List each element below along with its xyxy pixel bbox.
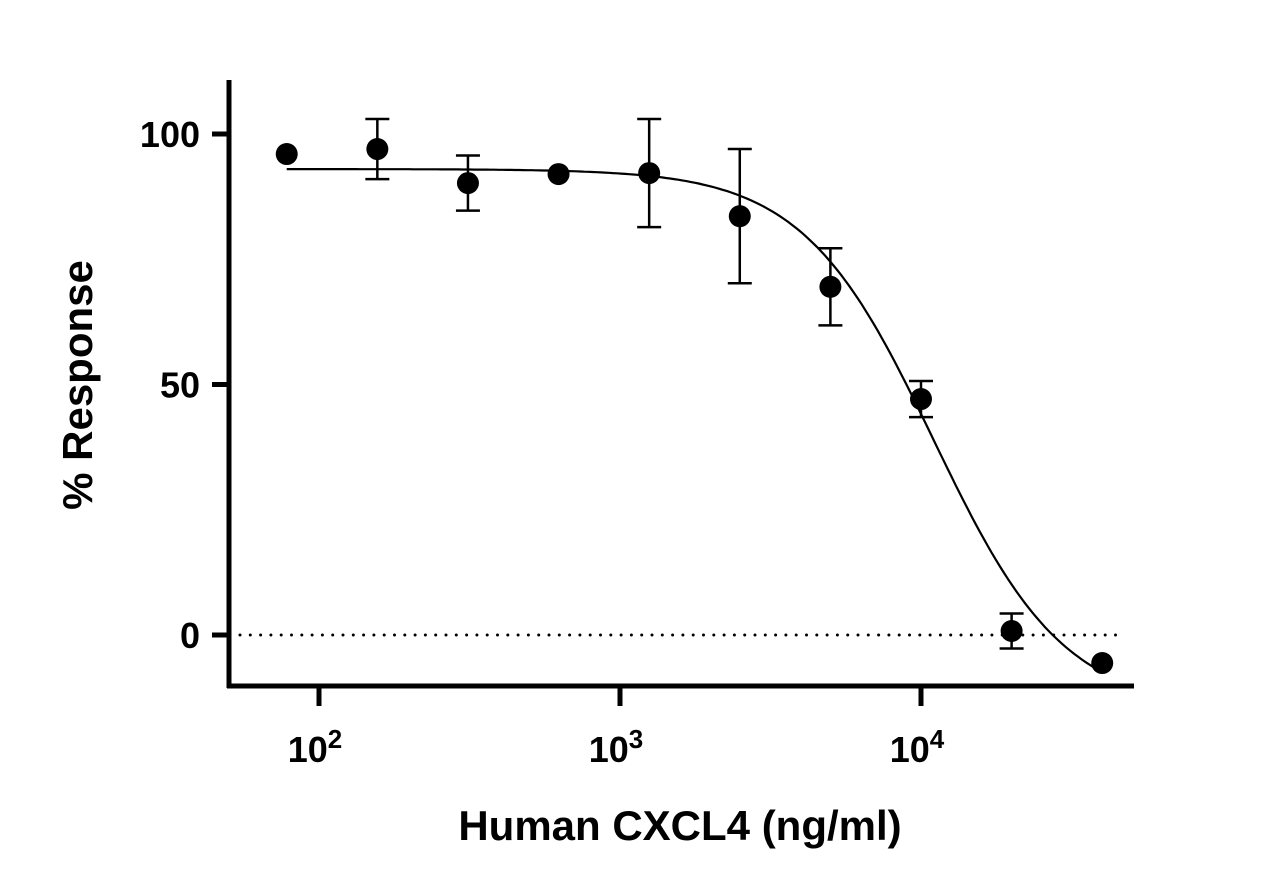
data-point bbox=[275, 143, 298, 166]
data-point bbox=[1000, 619, 1023, 642]
fit-curve bbox=[286, 168, 1103, 674]
y-tick-label: 50 bbox=[160, 365, 200, 406]
y-tick-label: 0 bbox=[180, 615, 200, 656]
axis-ticks: 0 50 100 102 103 104 bbox=[140, 114, 945, 770]
x-tick-label: 104 bbox=[890, 724, 945, 770]
x-axis-title: Human CXCL4 (ng/ml) bbox=[458, 802, 901, 849]
x-tick-label: 103 bbox=[589, 724, 644, 770]
y-tick-label: 100 bbox=[140, 114, 200, 155]
data-point bbox=[728, 205, 751, 228]
plot-area bbox=[238, 117, 1122, 675]
y-axis-title: % Response bbox=[54, 260, 101, 510]
data-point bbox=[910, 388, 932, 411]
data-point bbox=[547, 163, 570, 186]
x-tick-label: 102 bbox=[288, 724, 343, 770]
data-point bbox=[819, 275, 842, 298]
data-point bbox=[1091, 652, 1114, 675]
data-point bbox=[456, 172, 479, 195]
data-point bbox=[366, 138, 389, 161]
data-point bbox=[638, 162, 661, 185]
